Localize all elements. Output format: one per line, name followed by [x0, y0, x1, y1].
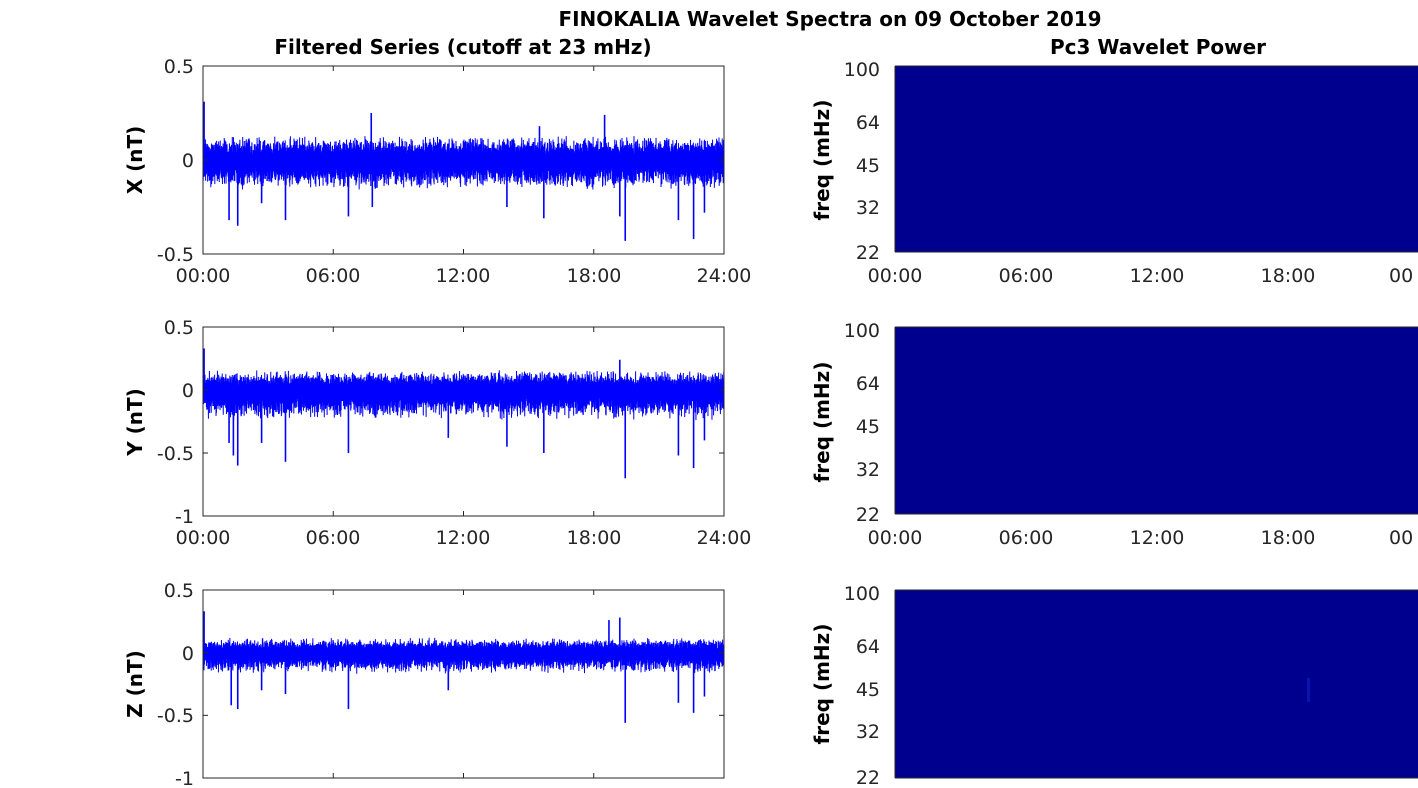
y-series-axes-box	[202, 326, 725, 517]
left-column-title: Filtered Series (cutoff at 23 mHz)	[274, 35, 651, 59]
y-wavelet-xtick-2: 12:00	[1130, 527, 1185, 549]
z-series-line	[202, 611, 725, 723]
figure-title: FINOKALIA Wavelet Spectra on 09 October …	[558, 7, 1101, 31]
y-series-xtick-0: 00:00	[176, 527, 231, 549]
y-series-band	[202, 370, 725, 421]
x-wavelet-xtick-2: 12:00	[1130, 265, 1185, 287]
z-wavelet-ytick-3: 32	[856, 721, 880, 743]
z-series-ticks	[202, 589, 725, 779]
y-wavelet-ylabel: freq (mHz)	[810, 362, 834, 483]
x-series-ytick-2: -0.5	[157, 244, 194, 266]
z-series-ytick-2: -0.5	[157, 705, 194, 727]
x-wavelet-xtick-4: 00	[1389, 265, 1413, 287]
z-series-ytick-0: 0.5	[164, 580, 194, 602]
x-wavelet-ytick-4: 22	[856, 242, 880, 264]
z-wavelet-ytick-4: 22	[856, 767, 880, 788]
y-wavelet-panel: 100 64 45 32 22 00:00 06:00 12:00 18:00 …	[810, 320, 1418, 549]
y-series-panel: 0.5 0 -0.5 -1 00:00 06:00 12:00 18:00 24…	[123, 317, 751, 549]
z-series-ytick-3: -1	[175, 768, 194, 788]
y-wavelet-xtick-3: 18:00	[1261, 527, 1316, 549]
y-wavelet-power-map	[895, 327, 1418, 514]
y-series-xtick-2: 12:00	[436, 527, 491, 549]
x-series-ticks	[202, 65, 725, 255]
x-series-line	[202, 101, 725, 241]
z-series-band	[202, 637, 725, 674]
y-series-ytick-3: -1	[175, 506, 194, 528]
x-wavelet-ylabel: freq (mHz)	[810, 100, 834, 221]
y-wavelet-xtick-4: 00	[1389, 527, 1413, 549]
y-series-ytick-2: -0.5	[157, 443, 194, 465]
z-wavelet-panel: 100 64 45 32 22 freq (mHz)	[810, 583, 1418, 788]
y-wavelet-xtick-0: 00:00	[868, 527, 923, 549]
y-wavelet-ytick-4: 22	[856, 504, 880, 526]
x-series-panel: 0.5 0 -0.5 00:00 06:00 12:00 18:00 24:00…	[123, 56, 751, 287]
y-series-ylabel: Y (nT)	[123, 388, 147, 457]
x-wavelet-xtick-1: 06:00	[999, 265, 1054, 287]
right-column-title: Pc3 Wavelet Power	[1050, 35, 1266, 59]
y-series-xtick-4: 24:00	[697, 527, 752, 549]
x-wavelet-xtick-0: 00:00	[868, 265, 923, 287]
z-wavelet-ylabel: freq (mHz)	[810, 624, 834, 745]
x-wavelet-panel: 100 64 45 32 22 00:00 06:00 12:00 18:00 …	[810, 59, 1418, 287]
x-wavelet-ytick-2: 45	[856, 155, 880, 177]
x-wavelet-ytick-0: 100	[844, 59, 880, 81]
y-series-ticks	[202, 326, 725, 517]
x-series-xtick-4: 24:00	[697, 265, 752, 287]
x-wavelet-ytick-3: 32	[856, 197, 880, 219]
y-series-ytick-0: 0.5	[164, 317, 194, 339]
x-series-xtick-2: 12:00	[436, 265, 491, 287]
y-series-xtick-1: 06:00	[306, 527, 361, 549]
x-series-ytick-0: 0.5	[164, 56, 194, 78]
y-series-ytick-1: 0	[182, 380, 194, 402]
x-wavelet-ytick-1: 64	[856, 112, 880, 134]
y-wavelet-ytick-2: 45	[856, 416, 880, 438]
z-wavelet-faint-streak	[1307, 678, 1310, 702]
x-wavelet-xtick-3: 18:00	[1261, 265, 1316, 287]
y-wavelet-ytick-0: 100	[844, 320, 880, 342]
x-series-xtick-1: 06:00	[306, 265, 361, 287]
x-wavelet-power-map	[895, 66, 1418, 252]
z-series-panel: 0.5 0 -0.5 -1 Z (nT)	[123, 580, 725, 788]
x-series-band	[202, 136, 725, 190]
z-wavelet-ytick-0: 100	[844, 583, 880, 605]
x-series-xtick-0: 00:00	[176, 265, 231, 287]
z-wavelet-ytick-1: 64	[856, 636, 880, 658]
y-series-xtick-3: 18:00	[567, 527, 622, 549]
x-series-ytick-1: 0	[182, 150, 194, 172]
y-wavelet-xtick-1: 06:00	[999, 527, 1054, 549]
z-series-ytick-1: 0	[182, 643, 194, 665]
y-wavelet-ytick-1: 64	[856, 373, 880, 395]
x-series-ylabel: X (nT)	[123, 126, 147, 195]
y-series-line	[202, 348, 725, 479]
z-series-ylabel: Z (nT)	[123, 650, 147, 718]
z-wavelet-ytick-2: 45	[856, 679, 880, 701]
z-series-axes-box	[202, 589, 725, 779]
y-wavelet-ytick-3: 32	[856, 459, 880, 481]
x-series-xtick-3: 18:00	[567, 265, 622, 287]
z-wavelet-power-map	[895, 590, 1418, 778]
